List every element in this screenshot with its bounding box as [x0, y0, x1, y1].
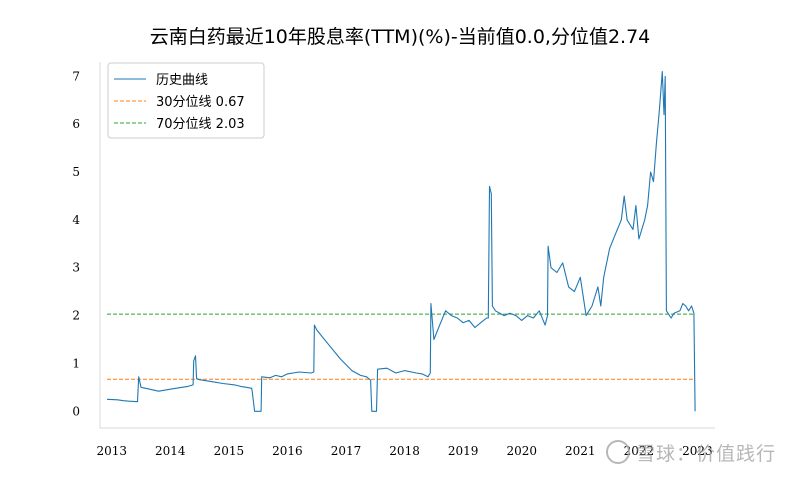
- x-tick-label: 2017: [331, 444, 362, 458]
- y-tick-label: 7: [72, 69, 80, 83]
- legend-label: 历史曲线: [156, 73, 208, 88]
- x-tick-label: 2022: [624, 444, 655, 458]
- y-tick-label: 0: [72, 404, 80, 418]
- watermark-text: 雪球：价值践行: [635, 443, 776, 465]
- snowball-logo-icon: [605, 440, 630, 464]
- legend-label: 70分位线 2.03: [156, 117, 245, 132]
- x-tick-label: 2014: [155, 444, 186, 458]
- x-tick-label: 2019: [448, 444, 479, 458]
- history-line: [106, 71, 696, 412]
- axes: 0 1 2 3 4 5 6 7 2013 2014 2015 2016 2017 2018 2019 2020…: [72, 62, 715, 458]
- x-tick-label: 2023: [682, 444, 713, 458]
- y-tick-label: 3: [72, 261, 80, 275]
- x-tick-label: 2015: [214, 444, 245, 458]
- x-tick-label: 2018: [389, 444, 420, 458]
- legend-box: [107, 62, 265, 139]
- x-tick-label: 2013: [96, 444, 127, 458]
- y-tick-label: 5: [72, 165, 80, 179]
- legend-label: 30分位线 0.67: [156, 95, 245, 110]
- y-tick-label: 2: [72, 309, 80, 323]
- x-tick-label: 2020: [506, 444, 537, 458]
- x-tick-label: 2021: [565, 444, 596, 458]
- y-tick-label: 4: [72, 213, 80, 227]
- watermark: 雪球：价值践行: [605, 439, 776, 466]
- plot-area: [106, 71, 696, 412]
- x-tick-label: 2016: [272, 444, 303, 458]
- y-tick-label: 6: [72, 117, 80, 131]
- page-title: 云南白药最近10年股息率(TTM)(%)-当前值0.0,分位值2.74: [149, 26, 651, 48]
- legend: 历史曲线 30分位线 0.67 70分位线 2.03: [107, 62, 265, 139]
- y-tick-label: 1: [72, 356, 80, 370]
